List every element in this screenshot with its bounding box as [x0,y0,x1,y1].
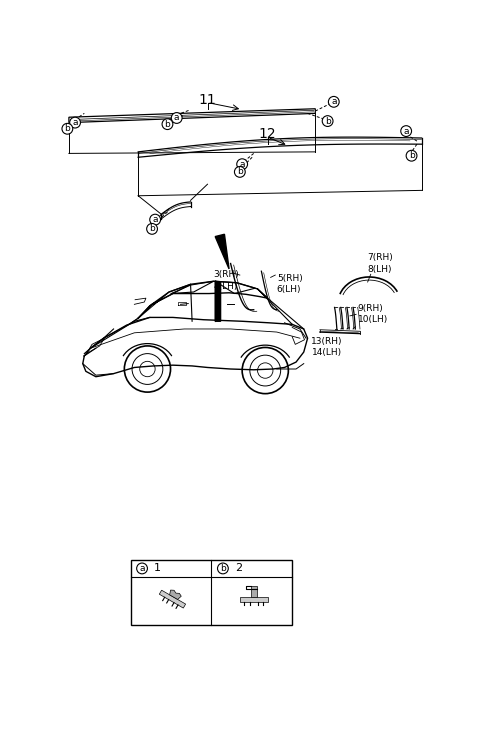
Text: 12: 12 [259,127,276,141]
Text: 3(RH)
4(LH): 3(RH) 4(LH) [214,270,240,290]
Circle shape [322,116,333,127]
Text: 1: 1 [154,564,161,573]
Text: a: a [331,97,336,106]
Text: 7(RH)
8(LH): 7(RH) 8(LH) [367,254,393,273]
Text: 11: 11 [199,92,216,106]
Text: a: a [152,215,158,224]
Circle shape [237,159,248,169]
Text: b: b [237,167,243,177]
Circle shape [150,214,160,225]
Text: a: a [139,564,145,573]
Text: b: b [325,117,331,125]
Text: b: b [149,224,155,233]
Circle shape [171,113,182,123]
Circle shape [147,224,157,235]
Text: b: b [220,564,226,573]
Circle shape [137,563,147,574]
Circle shape [234,166,245,177]
Text: 2: 2 [235,564,242,573]
Polygon shape [240,597,267,602]
Circle shape [328,97,339,107]
Polygon shape [251,586,257,597]
Text: a: a [240,160,245,169]
Text: a: a [403,127,409,136]
Text: 13(RH)
14(LH): 13(RH) 14(LH) [311,336,343,357]
Polygon shape [169,590,181,600]
Text: b: b [165,119,170,129]
Circle shape [401,125,411,136]
Circle shape [70,117,81,128]
Circle shape [162,119,173,130]
Circle shape [217,563,228,574]
Polygon shape [159,590,186,608]
Circle shape [62,123,73,134]
Text: 9(RH)
10(LH): 9(RH) 10(LH) [358,303,388,324]
Text: a: a [72,118,78,127]
Text: 5(RH)
6(LH): 5(RH) 6(LH) [277,273,302,294]
Text: a: a [174,114,180,122]
Text: b: b [408,151,414,161]
Polygon shape [215,235,229,269]
Circle shape [406,150,417,161]
Polygon shape [215,281,221,321]
Text: b: b [64,125,70,133]
